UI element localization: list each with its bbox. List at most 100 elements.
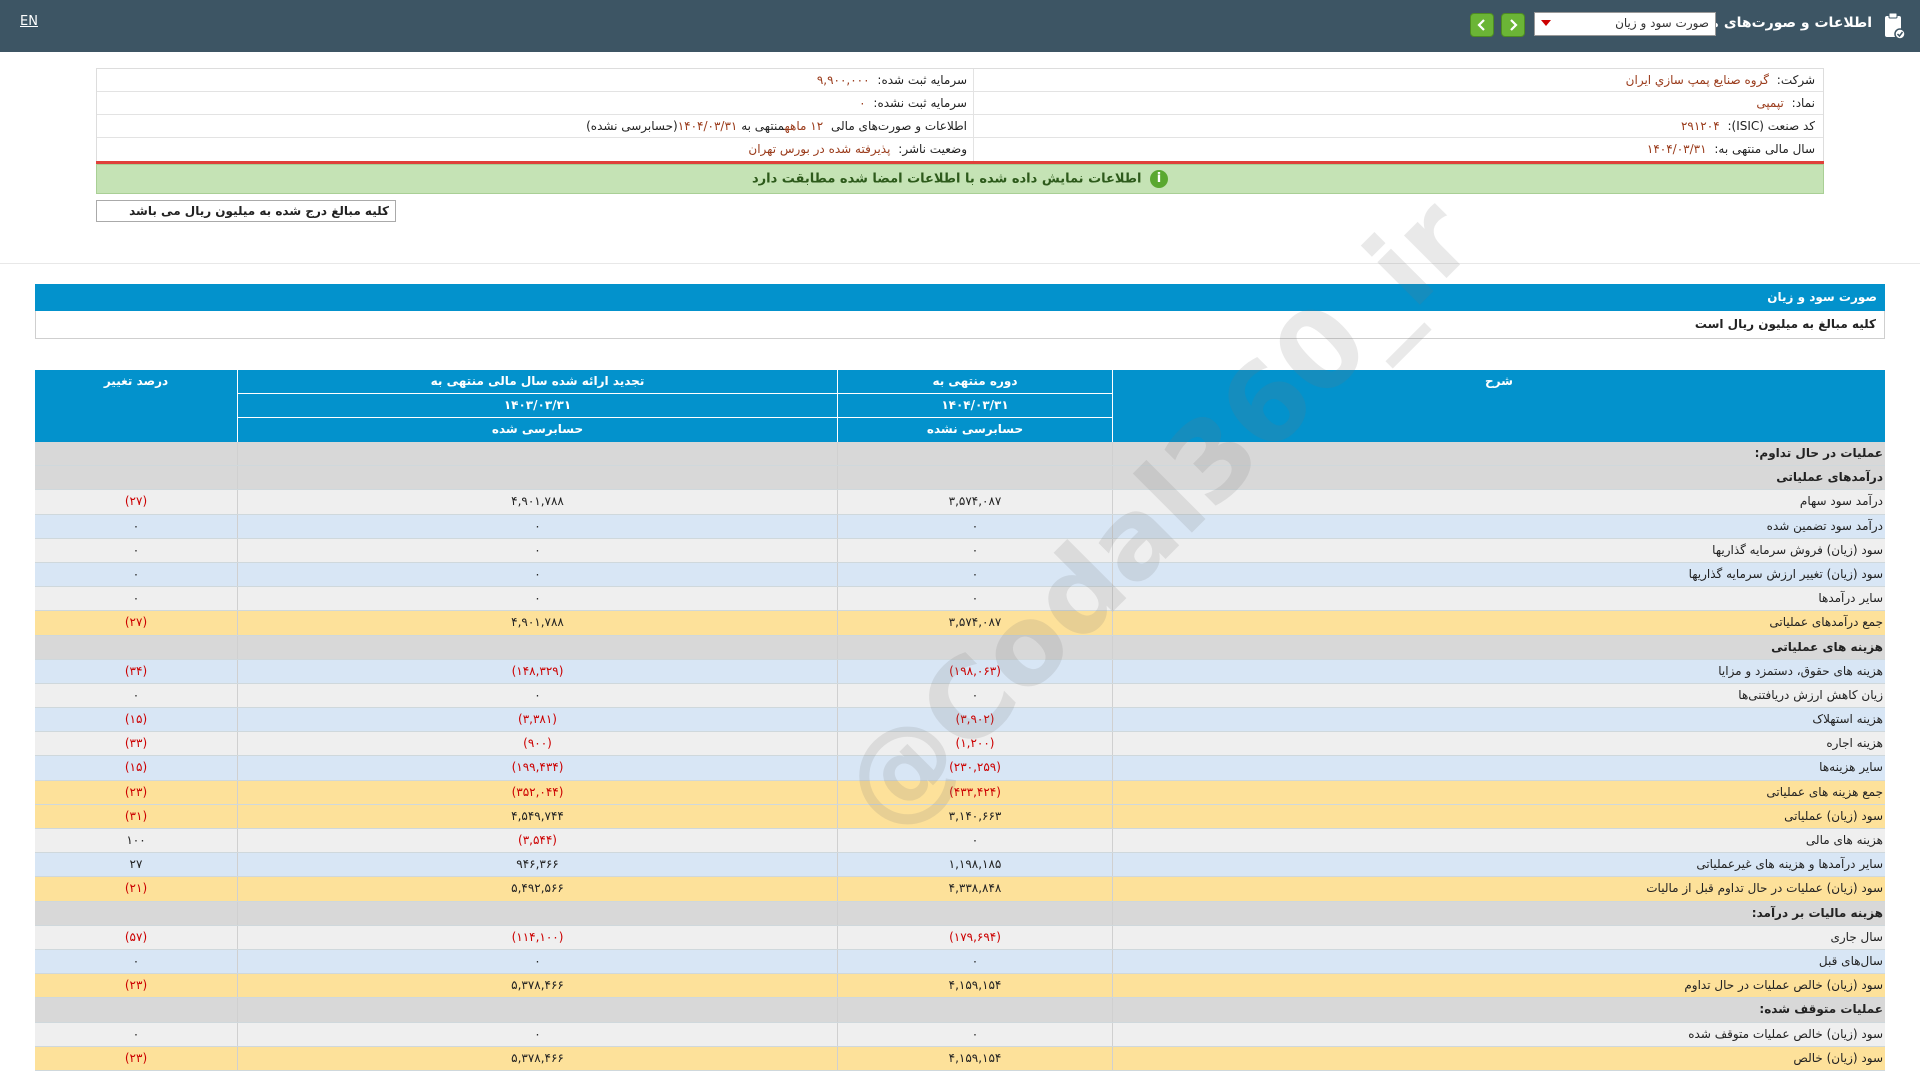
header-restated: تجدید ارائه شده سال مالی منتهی به: [237, 370, 837, 394]
row-restated-value: ۵,۳۷۸,۴۶۶: [237, 974, 837, 998]
table-row: سال جاری (۱۷۹,۶۹۴) (۱۱۴,۱۰۰) (۵۷): [35, 925, 1885, 950]
row-restated-value: [237, 901, 837, 925]
unreg-capital-label: سرمایه ثبت نشده:: [873, 96, 967, 110]
row-desc: هزینه های عملیاتی: [1112, 635, 1885, 659]
row-change-value: ۰: [132, 591, 140, 606]
row-restated-value: (۳,۵۴۴): [237, 829, 837, 853]
row-desc: سود (زیان) خالص عملیات در حال تداوم: [1112, 974, 1885, 998]
table-row: هزینه های حقوق، دستمزد و مزایا (۱۹۸,۰۶۳)(…: [35, 659, 1885, 684]
table-row: درآمدهای عملیاتی: [35, 466, 1885, 491]
row-desc: هزینه استهلاک: [1112, 708, 1885, 732]
row-period-value: ۰: [837, 829, 1112, 853]
row-change-value: ۰: [132, 542, 140, 557]
row-restated-value: [237, 442, 837, 466]
statement-select-value: صورت سود و زیان: [1615, 16, 1709, 30]
row-period-value: [837, 901, 1112, 925]
isic-label: کد صنعت (ISIC):: [1727, 119, 1815, 133]
isic-value: ۲۹۱۲۰۴: [1680, 119, 1720, 133]
row-restated-value: (۱۴۸,۳۲۹): [237, 659, 837, 683]
table-row: سود (زیان) فروش سرمایه گذاریها ۰ ۰ ۰: [35, 538, 1885, 563]
unreg-capital-cell: سرمایه ثبت نشده: ۰: [97, 92, 975, 115]
row-period-value: ۰: [837, 562, 1112, 587]
statement-date: ۱۴۰۴/۰۳/۳۱: [677, 119, 738, 133]
row-desc: جمع درآمدهای عملیاتی: [1112, 611, 1885, 635]
row-period-value: ۳,۵۷۴,۰۸۷: [837, 611, 1112, 635]
row-restated-value: (۳۵۲,۰۴۴): [237, 780, 837, 804]
row-restated-value: ۴,۹۰۱,۷۸۸: [237, 611, 837, 635]
row-change-value: ۰: [132, 518, 140, 533]
clipboard-icon[interactable]: [1882, 12, 1906, 40]
row-period-value: (۱۹۸,۰۶۳): [837, 659, 1112, 683]
statement-label: اطلاعات و صورت‌های مالی: [831, 119, 967, 133]
row-change-value: (۲۱): [124, 881, 148, 896]
row-period-value: ۰: [837, 683, 1112, 708]
symbol-cell: نماد: تپمپی: [973, 92, 1823, 115]
row-restated-value: ۵,۳۷۸,۴۶۶: [237, 1046, 837, 1070]
row-period-value: (۴۳۳,۴۲۴): [837, 780, 1112, 804]
table-row: سود (زیان) خالص عملیات در حال تداوم ۴,۱۵۹…: [35, 974, 1885, 999]
table-row: سود (زیان) تغییر ارزش سرمایه گذاریها ۰ ۰ ۰: [35, 562, 1885, 588]
row-period-value: ۰: [837, 949, 1112, 974]
table-row: سود (زیان) خالص ۴,۱۵۹,۱۵۴ ۵,۳۷۸,۴۶۶ (۲۳): [35, 1046, 1885, 1071]
table-row: سود (زیان) خالص عملیات متوقف شده ۰ ۰ ۰: [35, 1022, 1885, 1047]
statement-select[interactable]: صورت سود و زیان: [1534, 12, 1716, 36]
table-row: سود (زیان) عملیاتی ۳,۱۴۰,۶۶۳ ۴,۵۴۹,۷۴۴ (۳۱): [35, 804, 1885, 829]
header-period-date: ۱۴۰۴/۰۳/۳۱: [837, 394, 1112, 418]
row-desc: عملیات در حال تداوم:: [1112, 442, 1885, 466]
row-restated-value: (۳,۳۸۱): [237, 708, 837, 732]
row-restated-value: ۴,۵۴۹,۷۴۴: [237, 804, 837, 828]
row-desc: سود (زیان) تغییر ارزش سرمایه گذاریها: [1112, 562, 1885, 587]
row-change-value: [35, 442, 237, 465]
fiscal-cell: سال مالی منتهی به: ۱۴۰۴/۰۳/۳۱: [973, 138, 1823, 161]
language-toggle[interactable]: EN: [20, 14, 38, 29]
row-desc: زیان کاهش ارزش دریافتنی‌ها: [1112, 683, 1885, 708]
info-icon: i: [1150, 170, 1169, 188]
row-desc: هزینه اجاره: [1112, 732, 1885, 756]
row-period-value: [837, 635, 1112, 659]
header-desc: شرح: [1112, 370, 1885, 442]
table-row: هزینه های عملیاتی: [35, 635, 1885, 660]
row-change-value: (۳۴): [124, 663, 148, 678]
company-info: شرکت: گروه صنايع پمپ سازي ايران سرمایه ث…: [96, 68, 1824, 162]
table-row: هزینه های مالی ۰ (۳,۵۴۴) ۱۰۰: [35, 829, 1885, 854]
chevron-left-icon: [1477, 19, 1485, 31]
row-change-value: [35, 636, 237, 659]
company-value: گروه صنايع پمپ سازي ايران: [1625, 73, 1769, 87]
table-row: سایر هزینه‌ها (۲۳۰,۲۵۹) (۱۹۹,۴۳۴) (۱۵): [35, 756, 1885, 781]
divider: [0, 263, 1920, 264]
row-period-value: ۰: [837, 1022, 1112, 1046]
row-restated-value: (۱۱۴,۱۰۰): [237, 925, 837, 949]
next-button[interactable]: [1501, 13, 1525, 37]
row-period-value: ۴,۱۵۹,۱۵۴: [837, 974, 1112, 998]
row-restated-value: [237, 635, 837, 659]
row-period-value: [837, 998, 1112, 1022]
row-period-value: ۳,۵۷۴,۰۸۷: [837, 490, 1112, 514]
info-row: سال مالی منتهی به: ۱۴۰۴/۰۳/۳۱ وضعیت ناشر…: [97, 138, 1823, 161]
row-change-value: (۱۵): [124, 760, 148, 775]
table-row: جمع درآمدهای عملیاتی ۳,۵۷۴,۰۸۷ ۴,۹۰۱,۷۸۸ (۲…: [35, 611, 1885, 636]
row-period-value: (۲۳۰,۲۵۹): [837, 756, 1112, 780]
row-restated-value: ۰: [237, 949, 837, 974]
row-desc: سود (زیان) عملیات در حال تداوم قبل از ما…: [1112, 877, 1885, 901]
row-restated-value: ۰: [237, 1022, 837, 1046]
row-period-value: (۱۷۹,۶۹۴): [837, 925, 1112, 949]
row-change-value: (۲۷): [124, 615, 148, 630]
status-cell: وضعیت ناشر: پذیرفته شده در بورس تهران: [97, 138, 975, 161]
row-change-value: (۲۳): [124, 1050, 148, 1065]
table-row: سود (زیان) عملیات در حال تداوم قبل از ما…: [35, 877, 1885, 902]
row-desc: سود (زیان) فروش سرمایه گذاریها: [1112, 538, 1885, 562]
row-period-value: [837, 466, 1112, 490]
row-desc: سایر هزینه‌ها: [1112, 756, 1885, 780]
row-restated-value: ۰: [237, 514, 837, 538]
row-change-value: (۲۳): [124, 784, 148, 799]
table-row: سایر درآمدها و هزینه های غیرعملیاتی ۱,۱۹۸…: [35, 853, 1885, 878]
chevron-right-icon: [1510, 19, 1518, 31]
isic-cell: کد صنعت (ISIC): ۲۹۱۲۰۴: [973, 115, 1823, 138]
row-period-value: (۳,۹۰۲): [837, 708, 1112, 732]
table-header: شرح دوره منتهی به ۱۴۰۴/۰۳/۳۱ حسابرسی نشد…: [35, 370, 1885, 442]
row-period-value: ۰: [837, 587, 1112, 611]
previous-button[interactable]: [1470, 13, 1494, 37]
status-value: پذیرفته شده در بورس تهران: [748, 142, 891, 156]
row-period-value: (۱,۲۰۰): [837, 732, 1112, 756]
company-cell: شرکت: گروه صنايع پمپ سازي ايران: [973, 69, 1823, 92]
